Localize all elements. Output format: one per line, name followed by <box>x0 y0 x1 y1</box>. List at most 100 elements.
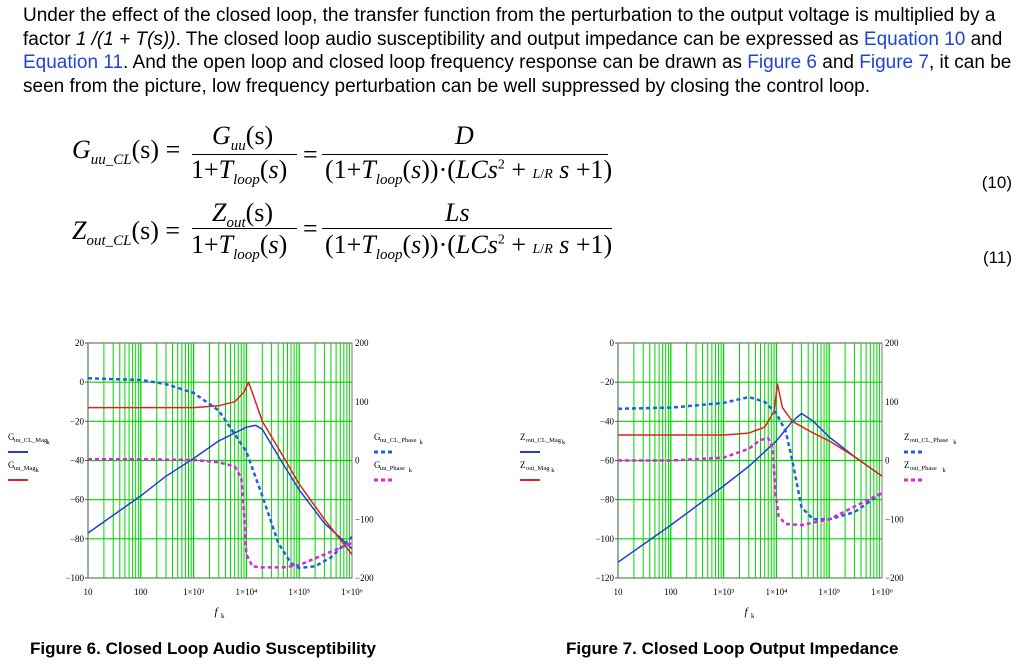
series-Guu_Phase <box>88 458 353 569</box>
legend-left-open-sub: uu_Mag <box>14 465 36 472</box>
y-tick-label-right: −100 <box>355 514 374 524</box>
x-axis-label: f <box>744 606 749 618</box>
legend-left-open-main: Z <box>520 460 526 470</box>
y-tick-label-right: 100 <box>885 397 899 407</box>
equation-10-link[interactable]: Equation 10 <box>863 28 966 50</box>
figure-6-caption: Figure 6. Closed Loop Audio Susceptibili… <box>30 639 377 658</box>
eq10-lhs: G <box>72 135 91 164</box>
x-tick-label: 100 <box>664 587 678 597</box>
legend-left-closed-sub: uu_CL_Mag <box>14 437 48 444</box>
legend-left-closed-k: k <box>46 439 50 446</box>
legend-right-closed-main: G <box>374 432 381 442</box>
eq10-num1-sub: uu <box>230 138 246 155</box>
y-tick-label-left: −100 <box>595 534 614 544</box>
y-tick-label-right: 200 <box>355 338 369 348</box>
figure-6-link[interactable]: Figure 6 <box>747 52 817 73</box>
eq10-num1: G <box>212 121 231 150</box>
y-tick-label-left: −120 <box>595 573 614 583</box>
eq11-lhs-sub: out_CL <box>86 233 132 250</box>
legend-right-open-k: k <box>942 467 946 474</box>
legend-left-closed-main: G <box>8 432 15 442</box>
x-tick-label: 1×10⁴ <box>766 587 788 597</box>
legend-right-open-sub: out_Phase <box>910 465 937 472</box>
x-tick-label: 1×10³ <box>183 587 205 597</box>
eq10-number: (10) <box>981 173 1012 192</box>
x-axis-label-sub: k <box>221 612 225 620</box>
y-tick-label-left: −60 <box>70 495 85 505</box>
eq11-lhs-arg: (s) = <box>131 216 181 245</box>
legend-right-open-main: G <box>374 460 381 470</box>
paragraph-text: and <box>817 52 860 73</box>
x-tick-label: 1×10⁵ <box>818 587 840 597</box>
y-tick-label-left: −60 <box>600 456 615 466</box>
legend-left-closed-main: Z <box>520 432 526 442</box>
eq11-num2: Ls <box>445 198 470 227</box>
legend-left-open-k: k <box>551 467 555 474</box>
y-tick-label-left: −80 <box>70 534 85 544</box>
legend-right-closed-k: k <box>953 439 957 446</box>
y-tick-label-right: 200 <box>885 338 899 348</box>
legend-right-open-k: k <box>409 467 413 474</box>
series-Zout_Phase <box>618 436 883 527</box>
legend-left-open-sub: out_Mag <box>526 465 550 472</box>
y-tick-label-left: −40 <box>70 456 85 466</box>
eq11-fraction-line-2 <box>322 228 612 229</box>
paragraph-text: , it can be seen from the picture, low f… <box>23 52 1012 97</box>
y-tick-label-right: 0 <box>355 456 360 466</box>
legend-right-open-main: Z <box>904 460 910 470</box>
paragraph-text: . The closed loop audio susceptibility a… <box>175 28 864 50</box>
y-tick-label-left: −20 <box>600 377 615 387</box>
legend-right-closed-sub: out_CL_Phase <box>910 437 948 444</box>
series-Guu_Mag <box>88 381 353 555</box>
x-tick-label: 1×10⁶ <box>871 587 893 597</box>
eq10-fraction-line-1 <box>192 154 297 155</box>
figure-7-link[interactable]: Figure 7 <box>859 52 929 73</box>
equation-11-link[interactable]: Equation 11 <box>23 52 124 73</box>
eq11-number: (11) <box>983 248 1012 267</box>
y-tick-label-left: 20 <box>75 338 85 348</box>
legend-right-closed-main: Z <box>904 432 910 442</box>
y-tick-label-left: 0 <box>610 338 615 348</box>
y-tick-label-right: 100 <box>355 397 369 407</box>
x-tick-label: 10 <box>84 587 94 597</box>
eq11-num1-sub: out <box>226 215 246 232</box>
legend-left-open-main: G <box>8 460 15 470</box>
y-tick-label-right: −200 <box>885 573 904 583</box>
y-tick-label-right: −100 <box>885 514 904 524</box>
eq10-lhs-arg: (s) = <box>131 135 181 164</box>
y-tick-label-left: −100 <box>65 573 84 583</box>
eq11-fraction-line-1 <box>192 228 297 229</box>
legend-right-closed-sub: uu_CL_Phase <box>380 437 417 444</box>
eq11-num1: Z <box>212 198 227 227</box>
paragraph-text: Under the effect of the closed loop, the… <box>23 5 996 50</box>
x-tick-label: 1×10⁵ <box>288 587 310 597</box>
y-tick-label-left: −80 <box>600 495 615 505</box>
x-tick-label: 1×10⁴ <box>236 587 258 597</box>
legend-left-closed-k: k <box>562 439 566 446</box>
x-axis-label: f <box>214 606 219 618</box>
legend-left-closed-sub: out_CL_Mag <box>526 437 562 444</box>
x-tick-label: 1×10³ <box>713 587 735 597</box>
x-tick-label: 100 <box>134 587 148 597</box>
eq10-lhs-sub: uu_CL <box>90 152 132 169</box>
y-tick-label-right: 0 <box>885 456 890 466</box>
y-tick-label-right: −200 <box>355 573 374 583</box>
eq11-num1-arg: (s) <box>245 198 274 227</box>
x-axis-label-sub: k <box>751 612 755 620</box>
eq10-fraction-line-2 <box>322 154 608 155</box>
legend-right-open-sub: uu_Phase <box>380 465 405 472</box>
legend-right-closed-k: k <box>420 439 424 446</box>
figure-7-caption: Figure 7. Closed Loop Output Impedance <box>566 639 899 658</box>
figure-7-chart: 0 −20 −40 −60 −80 −100 −120 200 100 0 −100 −200 10 10… <box>520 338 957 620</box>
x-tick-label: 1×10⁶ <box>341 587 363 597</box>
paragraph-text: . And the open loop and closed loop freq… <box>123 52 748 73</box>
